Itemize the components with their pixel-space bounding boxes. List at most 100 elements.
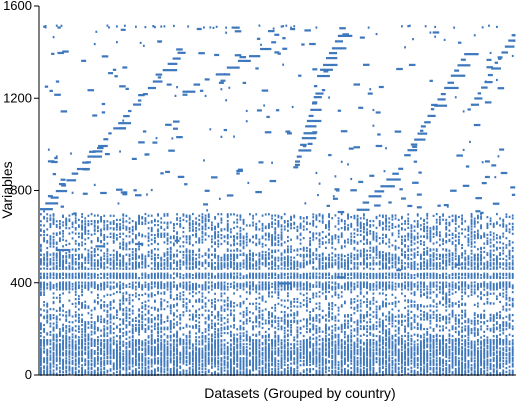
data-point — [283, 357, 286, 360]
data-point — [173, 368, 175, 371]
data-point — [226, 327, 229, 330]
data-point — [226, 361, 229, 364]
data-point — [59, 347, 61, 350]
data-point — [470, 341, 473, 345]
data-point — [366, 357, 368, 360]
data-point — [312, 352, 315, 355]
data-point — [372, 370, 375, 374]
data-point — [458, 369, 460, 372]
data-point — [404, 368, 406, 371]
data-point — [49, 351, 52, 354]
data-point — [211, 335, 213, 338]
data-point — [226, 363, 229, 367]
data-point — [296, 321, 299, 324]
data-point — [363, 325, 365, 328]
data-point — [337, 309, 340, 312]
data-point — [502, 362, 505, 365]
data-point — [252, 365, 254, 368]
data-point — [160, 362, 163, 365]
data-point — [382, 323, 384, 326]
data-point — [62, 305, 64, 308]
data-point — [363, 364, 365, 367]
data-point — [84, 304, 87, 307]
data-point — [480, 291, 482, 294]
data-point — [353, 328, 356, 331]
data-point — [388, 315, 391, 318]
data-point — [369, 362, 372, 365]
data-point — [233, 318, 235, 321]
data-point — [477, 357, 479, 360]
data-point — [511, 372, 514, 375]
data-point — [43, 304, 45, 307]
data-point — [499, 362, 501, 365]
data-point — [192, 344, 194, 347]
data-point — [445, 371, 448, 374]
data-point — [432, 370, 435, 374]
data-point — [302, 345, 305, 349]
data-point — [261, 288, 264, 291]
data-point — [59, 350, 61, 353]
data-point — [255, 339, 258, 342]
data-point — [416, 308, 419, 311]
data-point — [100, 288, 102, 291]
data-point — [442, 358, 444, 361]
data-point — [239, 295, 242, 298]
data-point — [483, 350, 486, 353]
data-point — [59, 296, 61, 299]
data-point — [100, 315, 102, 318]
data-point — [100, 318, 102, 321]
data-point — [306, 348, 308, 352]
data-point — [331, 363, 334, 367]
data-point — [169, 328, 172, 331]
data-point — [293, 345, 296, 349]
data-point — [211, 343, 213, 346]
data-point — [268, 292, 270, 295]
data-point — [334, 326, 337, 329]
data-point — [74, 293, 77, 296]
data-point — [315, 347, 318, 350]
data-point — [461, 350, 463, 353]
data-point — [369, 302, 372, 305]
data-point — [147, 351, 150, 354]
data-point — [97, 357, 99, 360]
data-point — [458, 366, 460, 369]
data-point — [271, 314, 273, 317]
data-point — [150, 313, 153, 317]
data-point — [277, 354, 280, 357]
data-point — [331, 308, 334, 311]
data-point — [448, 371, 451, 374]
data-point — [71, 361, 74, 364]
data-point — [492, 365, 495, 368]
data-point — [337, 344, 340, 347]
data-point — [505, 339, 508, 342]
data-point — [242, 362, 245, 365]
data-point — [458, 333, 460, 336]
data-point — [375, 348, 378, 352]
data-point — [486, 361, 489, 364]
data-point — [249, 354, 251, 357]
data-point — [496, 326, 498, 329]
data-point — [109, 362, 112, 365]
data-point — [233, 357, 235, 360]
data-point — [59, 343, 61, 346]
data-point — [445, 300, 448, 303]
data-point — [135, 354, 137, 357]
data-point — [435, 315, 438, 318]
data-point — [306, 299, 308, 302]
data-point — [144, 361, 147, 364]
data-point — [268, 295, 270, 298]
data-point — [375, 344, 378, 347]
data-point — [413, 345, 416, 348]
data-point — [150, 329, 153, 332]
data-point — [359, 370, 362, 374]
data-point — [439, 300, 441, 303]
data-point — [426, 327, 429, 331]
data-point — [109, 332, 112, 335]
data-point — [429, 352, 432, 356]
data-point — [378, 330, 381, 333]
data-point — [138, 339, 140, 342]
data-point — [388, 317, 391, 320]
data-point — [230, 344, 232, 347]
data-point — [90, 343, 93, 346]
data-point — [511, 350, 514, 353]
